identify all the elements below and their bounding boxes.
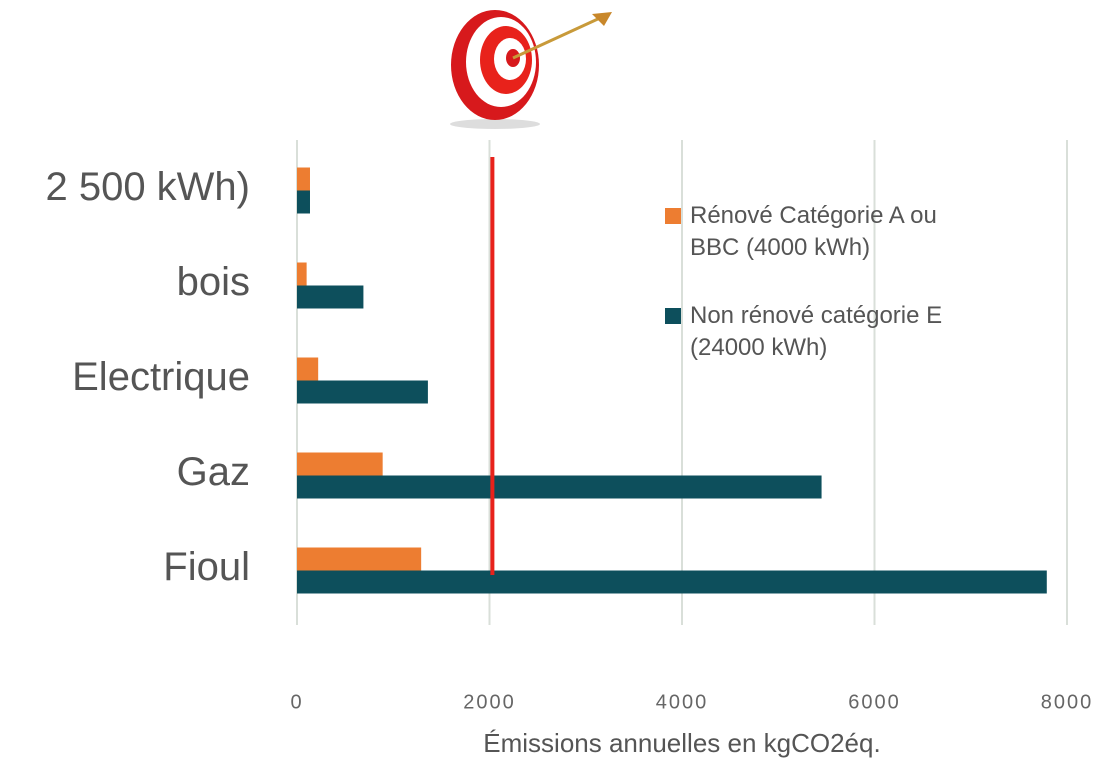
x-tick-label: 6000 bbox=[848, 691, 901, 713]
bar bbox=[297, 475, 822, 499]
x-tick-label: 0 bbox=[290, 691, 303, 713]
bar bbox=[297, 570, 1047, 594]
category-label: Electrique bbox=[72, 355, 250, 399]
x-axis-title: Émissions annuelles en kgCO2éq. bbox=[483, 728, 880, 758]
bar bbox=[297, 547, 422, 571]
category-label: 2 500 kWh) bbox=[45, 165, 250, 209]
target-icon bbox=[450, 10, 612, 129]
x-tick-label: 8000 bbox=[1041, 691, 1094, 713]
x-tick-label: 2000 bbox=[463, 691, 516, 713]
legend-label: Non rénové catégorie E (24000 kWh) bbox=[690, 302, 943, 361]
bar bbox=[297, 167, 310, 191]
bar bbox=[297, 262, 307, 286]
bar bbox=[297, 357, 319, 381]
bar bbox=[297, 380, 428, 404]
bar bbox=[297, 190, 310, 214]
x-tick-label: 4000 bbox=[656, 691, 709, 713]
category-label: Gaz bbox=[177, 450, 250, 494]
category-label: bois bbox=[177, 260, 250, 304]
bar bbox=[297, 452, 383, 476]
category-label: Fioul bbox=[163, 545, 250, 589]
bar bbox=[297, 285, 364, 309]
legend-swatch bbox=[665, 308, 681, 324]
legend-label: Rénové Catégorie A ou BBC (4000 kWh) bbox=[690, 202, 937, 261]
legend-swatch bbox=[665, 208, 681, 224]
